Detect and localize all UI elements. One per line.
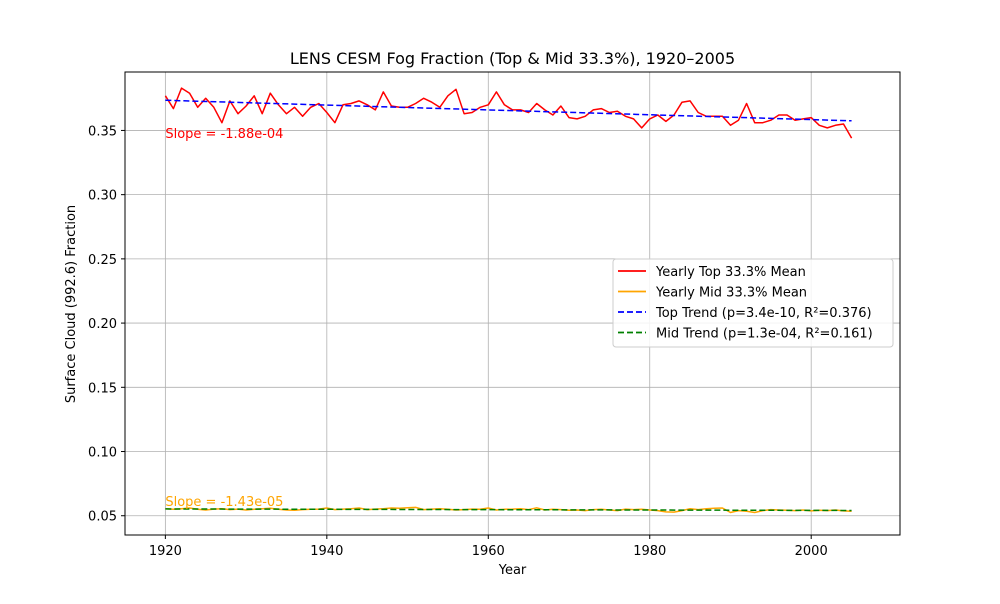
legend-label: Top Trend (p=3.4e-10, R²=0.376) (655, 306, 872, 321)
y-tick-label: 0.30 (88, 189, 117, 204)
y-tick-label: 0.05 (88, 510, 117, 525)
y-tick-label: 0.10 (88, 446, 117, 461)
y-tick-label: 0.15 (88, 381, 117, 396)
slope-annotation-mid: Slope = -1.43e-05 (165, 495, 283, 510)
trend-line-top (165, 99, 852, 122)
chart-title: LENS CESM Fog Fraction (Top & Mid 33.3%)… (290, 49, 735, 68)
x-tick-label: 1980 (633, 544, 666, 559)
legend-label: Yearly Mid 33.3% Mean (655, 286, 807, 301)
x-tick-label: 1940 (310, 544, 343, 559)
legend-box (612, 258, 894, 348)
slope-annotation-top: Slope = -1.88e-04 (165, 127, 283, 142)
y-axis-label: Surface Cloud (992.6) Fraction (64, 205, 79, 403)
y-tick-label: 0.20 (88, 317, 117, 332)
x-tick-label: 1920 (149, 544, 182, 559)
y-tick-label: 0.25 (88, 253, 117, 268)
x-tick-label: 1960 (472, 544, 505, 559)
x-tick-label: 2000 (795, 544, 828, 559)
legend: Yearly Top 33.3% Mean Yearly Mid 33.3% Me… (612, 258, 894, 348)
plot-frame (124, 71, 901, 536)
legend-label: Mid Trend (p=1.3e-04, R²=0.161) (656, 327, 873, 342)
trend-line-mid (165, 508, 852, 512)
x-axis-label: Year (498, 563, 527, 578)
series-line-top-mean (164, 87, 853, 139)
legend-label: Yearly Top 33.3% Mean (655, 265, 806, 280)
y-tick-label: 0.35 (88, 124, 117, 139)
